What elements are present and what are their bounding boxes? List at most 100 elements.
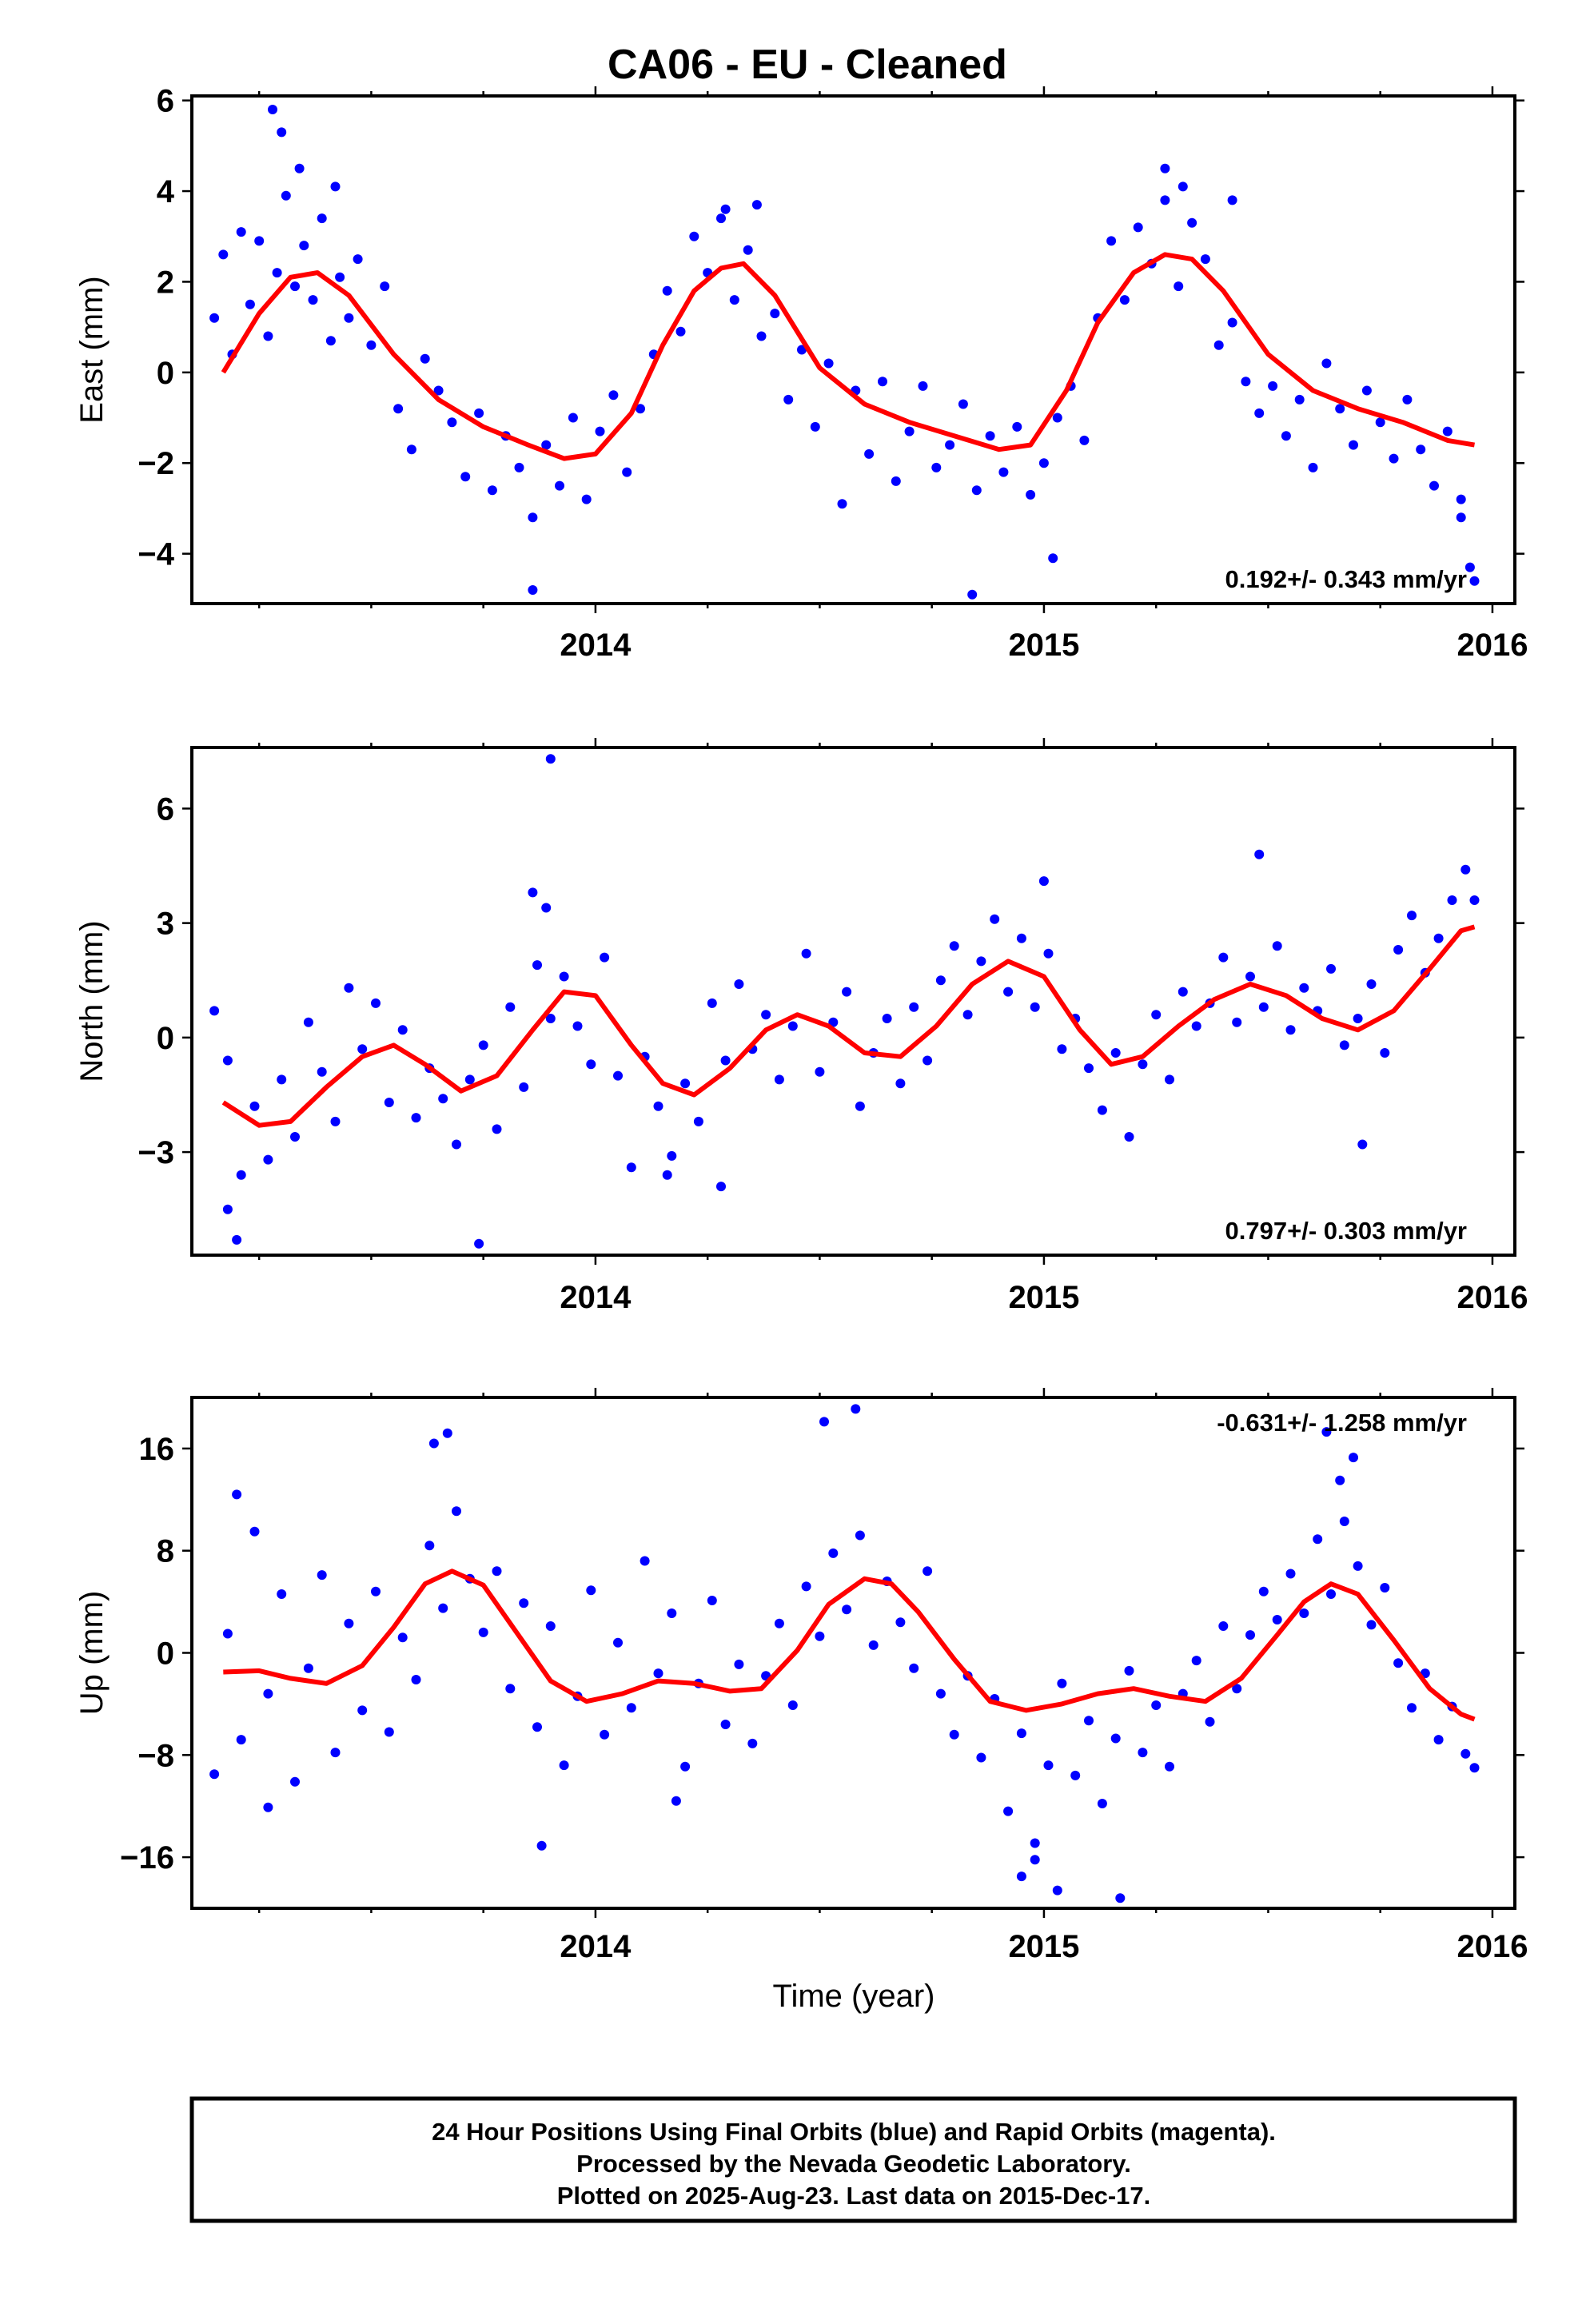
plot-frame — [190, 746, 1516, 1257]
data-point — [1191, 1656, 1201, 1666]
data-point — [1151, 1010, 1162, 1020]
data-point — [505, 1002, 516, 1012]
data-point — [1326, 1589, 1336, 1599]
data-point — [1174, 281, 1184, 292]
data-point — [586, 1059, 596, 1070]
velocity-label: -0.631+/- 1.258 mm/yr — [1217, 1409, 1467, 1437]
y-axis-label: North (mm) — [74, 920, 110, 1082]
data-point — [720, 1055, 731, 1066]
data-point — [222, 1628, 233, 1639]
data-point — [923, 1055, 933, 1066]
data-point — [1272, 941, 1282, 951]
data-point — [1375, 417, 1385, 428]
data-point — [707, 998, 717, 1008]
data-point — [236, 1170, 246, 1180]
data-point — [1178, 987, 1188, 997]
data-point — [1084, 1063, 1094, 1074]
data-point — [303, 1017, 313, 1027]
data-point — [344, 1618, 354, 1628]
data-point — [653, 1101, 664, 1111]
data-point — [541, 903, 552, 913]
data-point — [330, 181, 341, 192]
data-point — [1357, 1139, 1368, 1150]
data-point — [1429, 480, 1439, 491]
data-point — [1097, 1105, 1107, 1115]
data-point — [1070, 1770, 1081, 1780]
data-point — [1200, 254, 1210, 265]
data-point — [277, 1589, 287, 1599]
data-point — [299, 241, 309, 251]
data-point — [801, 1581, 811, 1592]
data-point — [787, 1700, 798, 1710]
data-point — [232, 1234, 242, 1245]
data-point — [895, 1617, 906, 1628]
data-point — [209, 1769, 220, 1780]
data-point — [756, 331, 767, 341]
data-point — [931, 462, 942, 472]
data-point — [1043, 1760, 1054, 1771]
data-point — [1366, 1620, 1377, 1630]
footer-box: 24 Hour Positions Using Final Orbits (bl… — [189, 2096, 1517, 2223]
data-point — [1030, 1855, 1040, 1865]
data-point — [545, 1014, 556, 1023]
data-point — [366, 340, 377, 350]
data-point — [1030, 1838, 1040, 1848]
data-point — [1057, 1678, 1067, 1688]
data-point — [855, 1101, 865, 1111]
model-curve — [221, 924, 1476, 1128]
data-point — [1165, 1074, 1174, 1085]
data-point — [1026, 489, 1036, 500]
data-point — [815, 1631, 825, 1641]
data-point — [815, 1066, 825, 1077]
data-point — [254, 236, 265, 246]
data-point — [447, 417, 457, 428]
data-point — [985, 431, 995, 441]
data-point — [1084, 1716, 1094, 1726]
data-point — [357, 1705, 368, 1716]
data-point — [787, 1021, 798, 1031]
data-point — [474, 1238, 484, 1249]
data-point — [1187, 217, 1197, 228]
data-point — [545, 754, 556, 764]
data-point — [1057, 1044, 1067, 1054]
data-point — [1281, 431, 1291, 441]
data-point — [1380, 1048, 1390, 1058]
data-point — [1299, 1608, 1309, 1618]
data-point — [568, 413, 578, 423]
data-point — [263, 331, 273, 341]
data-point — [1258, 1002, 1269, 1012]
data-point — [393, 404, 404, 414]
data-point — [514, 462, 524, 472]
data-point — [689, 231, 699, 241]
data-point — [222, 1055, 233, 1066]
data-point — [519, 1598, 529, 1608]
data-point — [626, 1703, 636, 1713]
data-point — [528, 887, 538, 898]
data-point — [828, 1548, 839, 1558]
data-point — [1160, 163, 1170, 173]
data-point — [1016, 1728, 1026, 1739]
data-point — [716, 213, 726, 224]
data-point — [1038, 876, 1049, 887]
data-point — [675, 326, 686, 337]
data-point — [474, 408, 484, 418]
data-point — [608, 390, 619, 401]
data-point — [895, 1078, 906, 1089]
data-point — [810, 421, 820, 432]
x-tick-label: 2016 — [1457, 1280, 1528, 1315]
footer-line-orbits: 24 Hour Positions Using Final Orbits (bl… — [432, 2118, 1276, 2146]
data-point — [1245, 1630, 1255, 1640]
data-point — [1119, 295, 1130, 305]
data-point — [1115, 1893, 1126, 1903]
y-tick-label: −2 — [137, 446, 174, 481]
data-point — [545, 1621, 556, 1631]
data-point — [424, 1541, 435, 1551]
data-point — [716, 1182, 726, 1192]
data-point — [492, 1566, 502, 1577]
data-point — [1339, 1517, 1349, 1526]
data-point — [303, 1663, 313, 1673]
data-point — [1313, 1534, 1323, 1545]
data-point — [680, 1761, 691, 1772]
data-point — [636, 404, 645, 414]
